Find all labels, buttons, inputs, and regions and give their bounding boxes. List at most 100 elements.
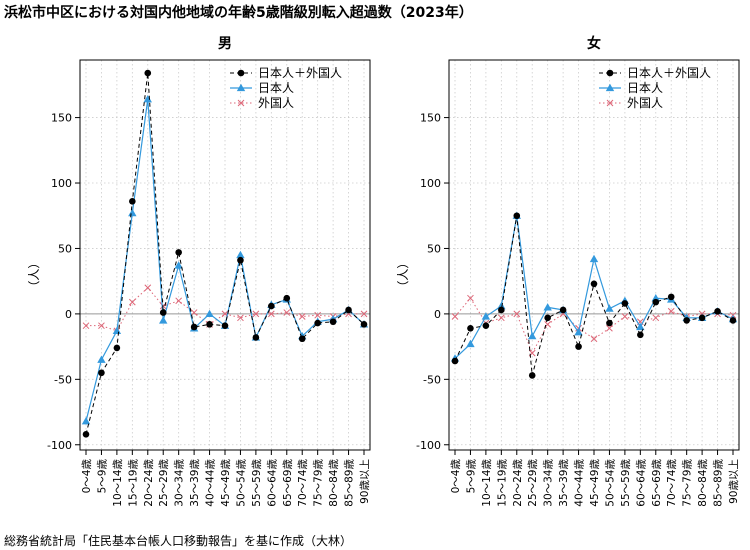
plot-frame xyxy=(79,59,371,451)
x-tick-label: 15～19歳 xyxy=(127,459,139,507)
data-point xyxy=(590,335,598,343)
legend-marker xyxy=(606,99,614,107)
data-point xyxy=(205,309,214,318)
data-point xyxy=(498,306,505,314)
x-tick-label: 50～54歳 xyxy=(235,459,247,507)
data-point xyxy=(589,254,599,263)
y-tick-label: -100 xyxy=(47,439,72,452)
legend-label: 外国人 xyxy=(627,96,663,110)
data-point xyxy=(605,304,614,312)
x-tick-label: 10～14歳 xyxy=(112,459,124,507)
y-tick-label: 150 xyxy=(51,112,72,125)
y-tick-label: -100 xyxy=(416,439,441,452)
x-tick-label: 75～79歳 xyxy=(682,459,694,507)
x-tick-label: 30～34歳 xyxy=(543,459,555,507)
series-total xyxy=(451,212,737,379)
data-point xyxy=(652,298,660,306)
x-tick-label: 70～74歳 xyxy=(666,459,678,507)
panel-female: 女 -100 -50 0 50 100 150 （人） 0～4歳 5～9歳 10～14歳 15～19歳… xyxy=(396,35,740,507)
data-point xyxy=(190,309,198,316)
data-point xyxy=(159,309,167,316)
data-point xyxy=(314,319,321,327)
data-point xyxy=(144,69,152,77)
legend-label: 日本人＋外国人 xyxy=(627,66,711,80)
data-point xyxy=(360,321,368,328)
panel-male: 男 -100 -50 0 50 100 150 （人） 0～4歳 5～9歳 10～14歳 15～19歳… xyxy=(27,36,371,507)
series-line xyxy=(454,215,734,376)
x-tick-label: 0～4歳 xyxy=(450,459,462,494)
data-point xyxy=(128,298,136,306)
x-tick-label: 45～49歳 xyxy=(220,459,232,507)
x-tick-label: 15～19歳 xyxy=(496,459,508,507)
data-point xyxy=(206,321,213,328)
y-axis-label: （人） xyxy=(27,257,41,293)
data-point xyxy=(98,369,105,377)
data-point xyxy=(667,293,675,301)
x-tick-label: 0～4歳 xyxy=(81,459,93,494)
data-point xyxy=(544,314,551,322)
data-point xyxy=(221,322,229,329)
data-point xyxy=(606,319,613,327)
data-point xyxy=(652,314,660,322)
legend-label: 日本人 xyxy=(627,81,663,95)
data-point xyxy=(97,355,106,363)
series-foreign xyxy=(82,284,368,335)
x-tick-label: 30～34歳 xyxy=(174,459,186,507)
data-point xyxy=(298,313,306,320)
y-tick-label: 0 xyxy=(65,308,72,321)
data-point xyxy=(143,95,152,103)
x-tick-label: 80～84歳 xyxy=(328,459,340,507)
data-point xyxy=(729,317,737,324)
x-tick-label: 50～54歳 xyxy=(604,459,616,507)
data-point xyxy=(513,310,521,318)
legend-label: 外国人 xyxy=(258,96,294,110)
data-point xyxy=(606,324,613,332)
data-point xyxy=(268,302,275,310)
x-tick-label: 25～29歳 xyxy=(158,459,170,507)
data-point xyxy=(467,324,474,332)
data-point xyxy=(621,300,629,307)
data-point xyxy=(174,261,183,269)
data-point xyxy=(298,335,306,343)
data-point xyxy=(667,307,675,315)
data-point xyxy=(451,357,459,365)
source-note: 総務省統計局「住民基本台帳人口移動報告」を基に作成（大林） xyxy=(4,534,353,548)
data-point xyxy=(528,372,536,379)
page-title: 浜松市中区における対国内他地域の年齢5歳階級別転入超過数（2023年） xyxy=(4,5,473,21)
legend-marker xyxy=(237,69,245,77)
data-point xyxy=(283,309,291,316)
data-point xyxy=(590,280,598,288)
data-point xyxy=(467,294,474,302)
data-point xyxy=(159,316,168,324)
x-tick-label: 85～89歳 xyxy=(713,459,725,507)
y-axis-label: （人） xyxy=(396,257,410,293)
x-tick-label: 55～59歳 xyxy=(620,459,632,507)
y-tick-label: 100 xyxy=(51,177,72,190)
legend-marker xyxy=(237,99,245,107)
y-tick-label: -50 xyxy=(54,373,72,386)
data-point xyxy=(574,328,583,336)
data-point xyxy=(528,331,537,340)
data-point xyxy=(267,310,275,318)
y-tick-label: 150 xyxy=(420,112,441,125)
data-point xyxy=(621,313,629,320)
data-point xyxy=(190,323,198,331)
data-point xyxy=(175,249,182,256)
data-point xyxy=(82,430,90,438)
data-point xyxy=(714,307,721,315)
data-point xyxy=(252,310,260,318)
data-point xyxy=(543,303,552,311)
data-point xyxy=(683,317,690,324)
y-tick-label: 50 xyxy=(58,242,72,255)
x-tick-label: 90歳以上 xyxy=(359,459,371,504)
data-point xyxy=(466,339,475,348)
x-tick-label: 45～49歳 xyxy=(589,459,601,507)
data-point xyxy=(345,306,352,314)
data-point xyxy=(497,301,506,310)
data-point xyxy=(482,322,490,329)
x-tick-label: 40～44歳 xyxy=(205,459,217,507)
data-point xyxy=(314,311,322,319)
x-tick-label: 60～64歳 xyxy=(266,459,278,507)
